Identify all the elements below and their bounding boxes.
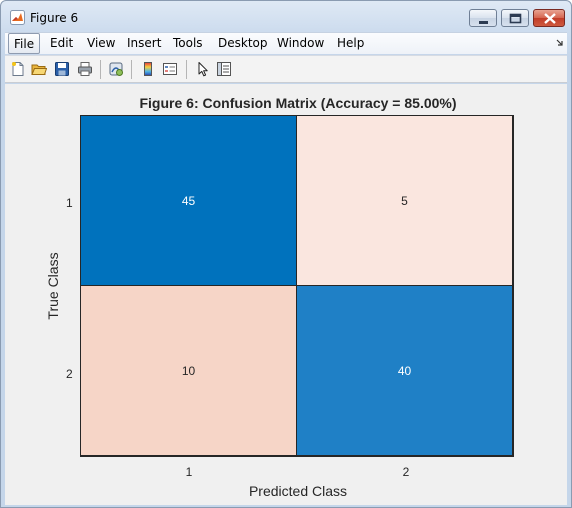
matrix-cell-true2-pred1: 10	[80, 285, 297, 456]
cell-value-label: 5	[401, 193, 408, 208]
menu-window[interactable]: Window	[277, 36, 325, 50]
colorbar-icon[interactable]	[140, 61, 156, 77]
matrix-cell-true2-pred2: 40	[296, 285, 513, 456]
cell-value-label: 40	[397, 363, 412, 378]
matrix-cell-true1-pred1: 45	[80, 115, 297, 286]
minimize-icon	[479, 21, 488, 24]
menu-tools[interactable]: Tools	[173, 36, 203, 50]
matlab-icon	[10, 10, 25, 25]
y-tick-label: 2	[66, 367, 73, 381]
open-file-icon[interactable]	[31, 61, 47, 77]
menu-view[interactable]: View	[87, 36, 116, 50]
maximize-button[interactable]	[501, 9, 529, 27]
toolbar-separator	[186, 60, 187, 79]
close-icon	[544, 13, 556, 24]
y-tick-label: 1	[66, 196, 73, 210]
pointer-icon[interactable]	[195, 61, 211, 77]
cell-value-label: 10	[181, 363, 196, 378]
menu-edit[interactable]: Edit	[50, 36, 74, 50]
window-title: Figure 6	[30, 11, 79, 25]
x-axis-label: Predicted Class	[248, 483, 348, 499]
link-plot-icon[interactable]	[108, 61, 124, 77]
minimize-button[interactable]	[469, 9, 497, 27]
toolbar	[5, 55, 567, 83]
maximize-icon	[509, 13, 522, 24]
confusion-matrix-axes[interactable]: 45 5 10 40	[80, 115, 514, 457]
figure-canvas: Figure 6: Confusion Matrix (Accuracy = 8…	[5, 84, 567, 505]
print-icon[interactable]	[77, 61, 93, 77]
menu-help[interactable]: Help	[337, 36, 365, 50]
dock-arrow-icon[interactable]	[556, 39, 564, 47]
property-editor-icon[interactable]	[216, 61, 232, 77]
close-button[interactable]	[533, 9, 565, 27]
y-axis-label: True Class	[45, 252, 61, 320]
save-icon[interactable]	[54, 61, 70, 77]
chart-title: Figure 6: Confusion Matrix (Accuracy = 8…	[139, 95, 457, 111]
menu-bar: File Edit View Insert Tools Desktop Wind…	[5, 32, 567, 54]
toolbar-separator	[131, 60, 132, 79]
menu-file[interactable]: File	[8, 33, 41, 54]
toolbar-separator	[100, 60, 101, 79]
cell-value-label: 45	[181, 193, 196, 208]
x-tick-label: 1	[185, 465, 193, 479]
legend-icon[interactable]	[162, 61, 178, 77]
title-bar[interactable]: Figure 6	[1, 1, 571, 32]
matrix-cell-true1-pred2: 5	[296, 115, 513, 286]
menu-desktop[interactable]: Desktop	[218, 36, 268, 50]
menu-insert[interactable]: Insert	[127, 36, 162, 50]
x-tick-label: 2	[402, 465, 410, 479]
new-figure-icon[interactable]	[10, 61, 26, 77]
